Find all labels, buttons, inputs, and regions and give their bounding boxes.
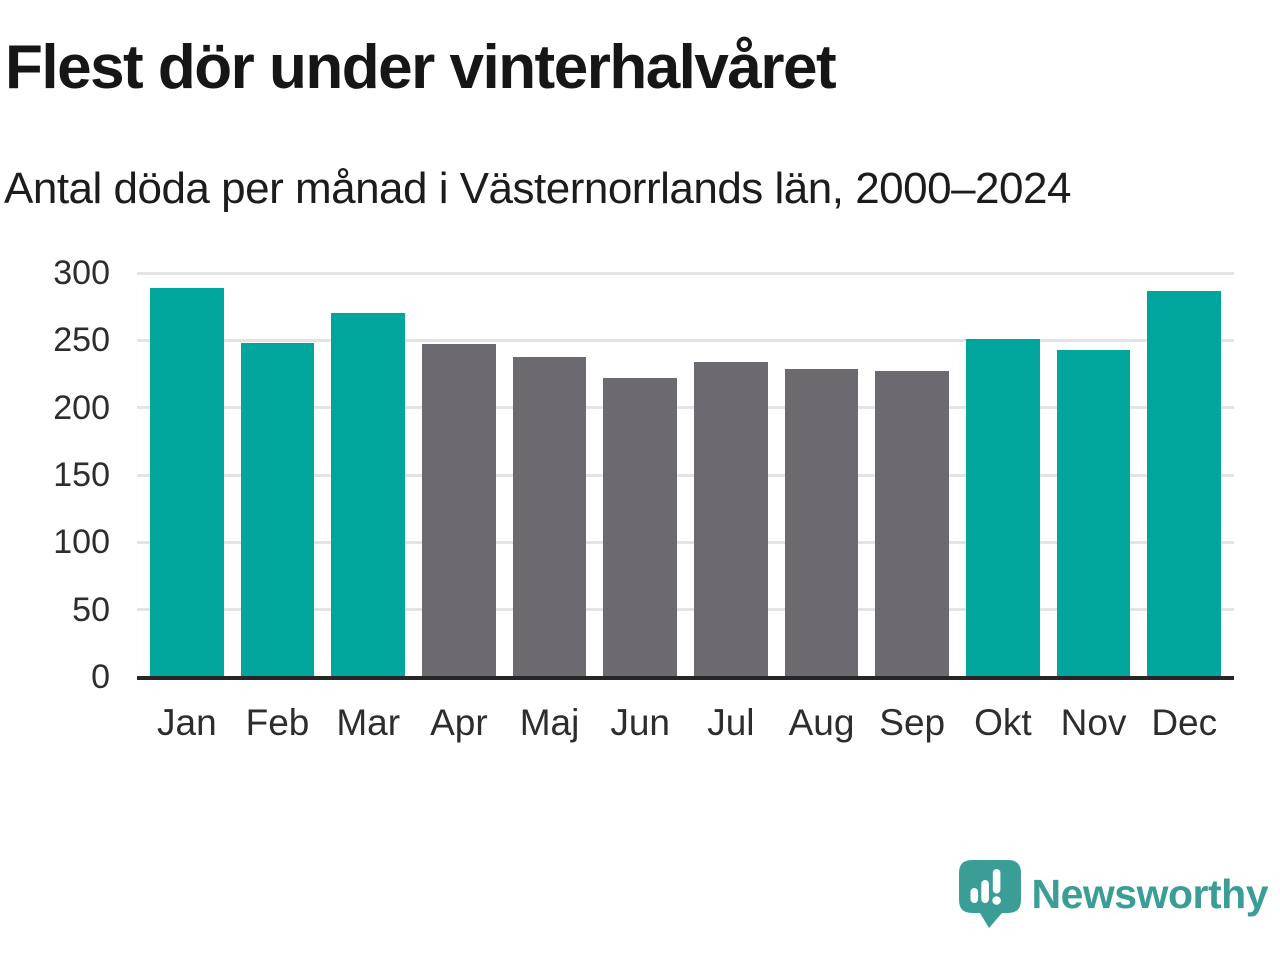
x-tick-label-dec: Dec (1151, 702, 1218, 743)
gridline-200 (137, 406, 1234, 410)
gridline-150 (137, 473, 1234, 477)
bar-series (137, 273, 1234, 677)
bar-jan (150, 287, 224, 677)
x-tick-label-sep: Sep (879, 702, 946, 743)
x-tick-label-jan: Jan (157, 702, 217, 743)
bar-sep (875, 371, 950, 677)
bar-aug (784, 368, 859, 677)
bar-nov (1056, 349, 1131, 677)
x-tick-label-jun: Jun (610, 702, 671, 743)
x-tick-label-maj: Maj (519, 702, 580, 743)
gridline-100 (137, 540, 1234, 544)
newsworthy-logo-icon (958, 860, 1021, 928)
x-axis: Jan Feb Mar Apr Maj Jun Jul Aug Sep Okt Nov Dec (137, 700, 1234, 746)
bar-dec (1147, 290, 1222, 677)
y-tick-label-250: 250 (53, 321, 110, 360)
chart-title: Flest dör under vinterhalvåret (5, 33, 837, 102)
y-tick-label-0: 0 (91, 658, 110, 696)
bar-maj (512, 356, 587, 677)
bar-jul (694, 361, 768, 677)
newsworthy-branding: Newsworthy (958, 860, 1269, 928)
x-tick-label-nov: Nov (1060, 702, 1127, 743)
newsworthy-logo-text: Newsworthy (1031, 870, 1269, 917)
bar-mar (331, 313, 406, 677)
gridline-250 (137, 338, 1234, 342)
bar-feb (240, 343, 315, 677)
gridline-50 (137, 608, 1234, 612)
y-axis: 0 50 100 150 200 250 300 (0, 254, 110, 696)
bar-jun (603, 378, 678, 677)
gridline-300 (137, 271, 1234, 275)
x-tick-label-feb: Feb (245, 702, 310, 743)
y-tick-label-300: 300 (53, 254, 110, 292)
x-axis-line (137, 676, 1234, 680)
x-tick-label-jul: Jul (707, 702, 755, 743)
bar-apr (422, 344, 496, 677)
x-tick-label-apr: Apr (430, 702, 488, 743)
chart-subtitle: Antal döda per månad i Västernorrlands l… (4, 164, 1071, 213)
y-tick-label-50: 50 (72, 590, 110, 629)
x-tick-label-okt: Okt (974, 702, 1032, 743)
bar-okt (966, 339, 1040, 677)
y-tick-label-200: 200 (53, 388, 110, 427)
x-tick-label-mar: Mar (336, 702, 401, 743)
x-tick-label-aug: Aug (788, 702, 855, 743)
y-tick-label-150: 150 (53, 456, 110, 494)
plot-area (137, 271, 1234, 677)
y-tick-label-100: 100 (53, 523, 110, 562)
